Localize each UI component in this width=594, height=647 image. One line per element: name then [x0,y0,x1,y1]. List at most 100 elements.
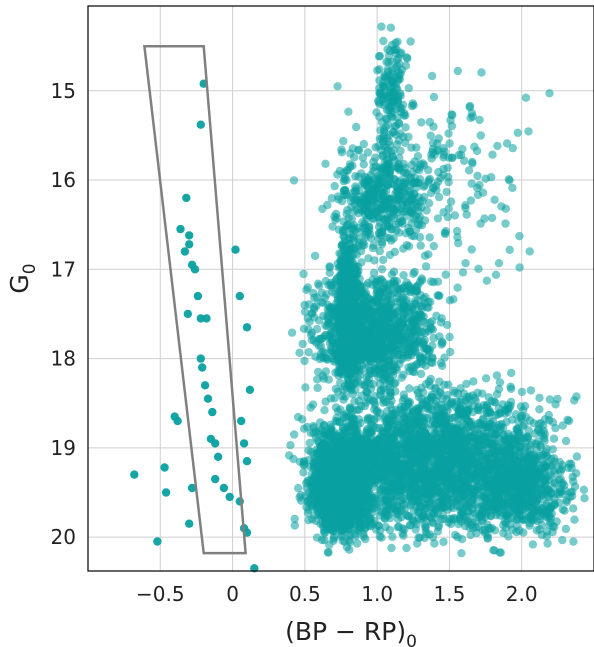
data-point [385,525,395,535]
data-point [301,383,310,392]
data-point [492,371,502,380]
data-point [508,415,517,424]
data-point [332,452,341,461]
data-point [481,374,491,383]
data-point [425,447,434,457]
data-point [383,477,392,486]
data-point [494,384,504,394]
data-point [528,540,538,549]
data-point [517,387,527,397]
data-point [384,468,393,477]
data-point [370,437,380,447]
data-point [416,369,426,379]
data-point [419,417,428,426]
data-point [367,419,376,428]
data-point [453,435,462,444]
data-point [516,412,525,422]
data-point [397,496,406,505]
data-point [324,430,333,439]
data-point [406,419,416,428]
data-point [388,532,397,542]
data-point [403,461,412,470]
data-point [309,491,319,500]
data-point [334,494,344,504]
data-point [392,459,402,468]
data-point [376,487,385,496]
data-point [484,407,493,417]
data-point [445,514,454,524]
data-point [357,499,366,508]
data-point [456,426,465,436]
data-point [434,430,444,439]
data-point [475,406,485,415]
data-point [319,496,329,505]
data-point [437,472,446,482]
data-point [385,505,394,514]
data-point [564,416,574,426]
data-point [319,421,329,430]
data-point [393,523,402,532]
data-point [415,533,425,542]
data-point [352,539,362,548]
data-point [430,539,439,548]
data-point [457,549,466,558]
data-point [548,445,557,454]
data-point [440,463,449,473]
data-point [356,523,365,532]
data-point [392,428,401,437]
data-point [326,488,335,498]
data-point [558,421,567,430]
data-point [420,429,430,438]
data-point [323,476,332,485]
data-point [427,499,437,508]
data-point [383,486,392,496]
data-point [428,488,438,497]
data-point [346,404,355,414]
data-point [416,444,426,454]
data-point [431,411,441,420]
data-point [347,496,357,506]
data-point [344,536,354,545]
data-point [393,451,402,460]
data-point [535,393,544,402]
data-point [421,467,430,477]
data-point [462,379,471,389]
data-point [459,389,469,398]
data-point [425,438,434,448]
data-point [425,381,435,390]
data-point [490,398,500,407]
data-point [465,432,474,442]
data-point [375,532,384,541]
data-point [422,456,432,466]
scatter-points [130,22,589,573]
data-point [478,389,487,398]
data-point [431,400,440,409]
data-point [402,437,411,446]
data-point [543,539,552,548]
data-point [299,468,308,477]
data-point [436,387,445,396]
data-point [416,515,425,524]
data-point [436,451,445,460]
data-point [561,524,571,534]
data-point [286,441,295,450]
data-point [320,508,329,518]
data-point [290,514,299,524]
data-point [309,450,318,459]
data-point [469,377,478,386]
data-point [553,394,562,404]
data-point [468,391,477,400]
data-point [335,473,344,482]
data-point [472,528,481,538]
data-point [518,422,528,431]
data-point [350,420,359,430]
data-point [385,513,395,523]
data-point [290,521,299,530]
data-point [439,482,448,491]
data-point [449,472,458,481]
data-point [309,428,318,438]
data-point [545,395,555,404]
data-point [331,403,341,412]
data-point [459,491,468,500]
data-point [534,419,544,429]
